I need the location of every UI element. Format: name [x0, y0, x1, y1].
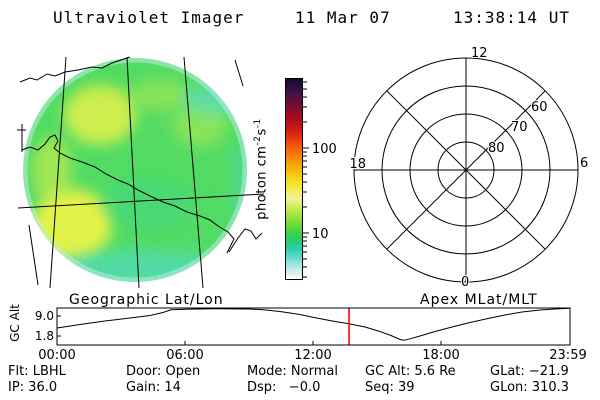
colorbar-axis: 100 10 [303, 81, 338, 278]
uv-disk-panel [17, 56, 265, 289]
colorbar-major-ticks [303, 147, 309, 234]
status-door: Door: Open [126, 364, 201, 379]
colorbar-unit-base: photon cm [254, 145, 270, 220]
mlt-label-0: 0 [461, 275, 469, 290]
mlat-label-70: 70 [511, 120, 528, 135]
strip-xtick-1200: 12:00 [294, 348, 332, 363]
gc-alt-curve [56, 307, 571, 341]
strip-xtick-2359: 23:59 [549, 348, 587, 363]
disk-panel-title: Geographic Lat/Lon [69, 292, 224, 308]
strip-axis-ticks [57, 315, 442, 345]
mlt-label-12: 12 [471, 46, 488, 61]
status-glon: GLon: 310.3 [490, 380, 570, 395]
coastline-main [17, 124, 263, 254]
polar-spokes [354, 58, 578, 282]
colorbar-gradient [285, 78, 303, 280]
status-flt: Flt: LBHL [8, 364, 66, 379]
mlt-label-18: 18 [349, 157, 366, 172]
header-date: 11 Mar 07 [295, 8, 391, 27]
gc-alt-strip-panel [56, 307, 571, 346]
strip-ytick-top: 9.0 [34, 309, 54, 323]
colorbar-unit-exp2: -1 [253, 118, 263, 129]
status-gcalt: GC Alt: 5.6 Re [365, 364, 456, 379]
header-time: 13:38:14 UT [453, 8, 570, 27]
mlat-label-80: 80 [488, 141, 505, 156]
coastline-north [19, 56, 131, 83]
status-gain: Gain: 14 [126, 380, 181, 395]
polar-grid [353, 57, 579, 283]
graticule-meridians [28, 56, 244, 289]
apex-polar-panel: 12 18 6 0 60 70 80 [348, 45, 589, 291]
strip-xtick-0600: 06:00 [166, 348, 204, 363]
page-title: Ultraviolet Imager [53, 8, 245, 27]
strip-xtick-1800: 18:00 [422, 348, 460, 363]
status-dsp: Dsp: −0.0 [247, 380, 321, 395]
colorbar-unit-exp1: -2 [253, 135, 263, 146]
colorbar-unit-mid: s [254, 128, 270, 136]
mlt-label-6: 6 [580, 156, 588, 171]
colorbar-minor-ticks [303, 81, 307, 278]
mlat-label-60: 60 [531, 100, 548, 115]
strip-ytick-bottom: 1.8 [34, 329, 54, 343]
polar-panel-title: Apex MLat/MLT [420, 292, 538, 308]
colorbar-tick-label-10: 10 [312, 227, 329, 242]
strip-xtick-0000: 00:00 [38, 348, 76, 363]
status-ip: IP: 36.0 [8, 380, 58, 395]
colorbar-unit-label: photon cm-2s-1 [253, 76, 269, 262]
status-glat: GLat: −21.9 [490, 364, 569, 379]
status-mode: Mode: Normal [247, 364, 338, 379]
strip-axes-box [56, 307, 571, 346]
graticule-parallel [17, 193, 265, 209]
status-seq: Seq: 39 [365, 380, 415, 395]
colorbar-tick-label-100: 100 [312, 142, 337, 157]
uv-disk [17, 56, 265, 289]
